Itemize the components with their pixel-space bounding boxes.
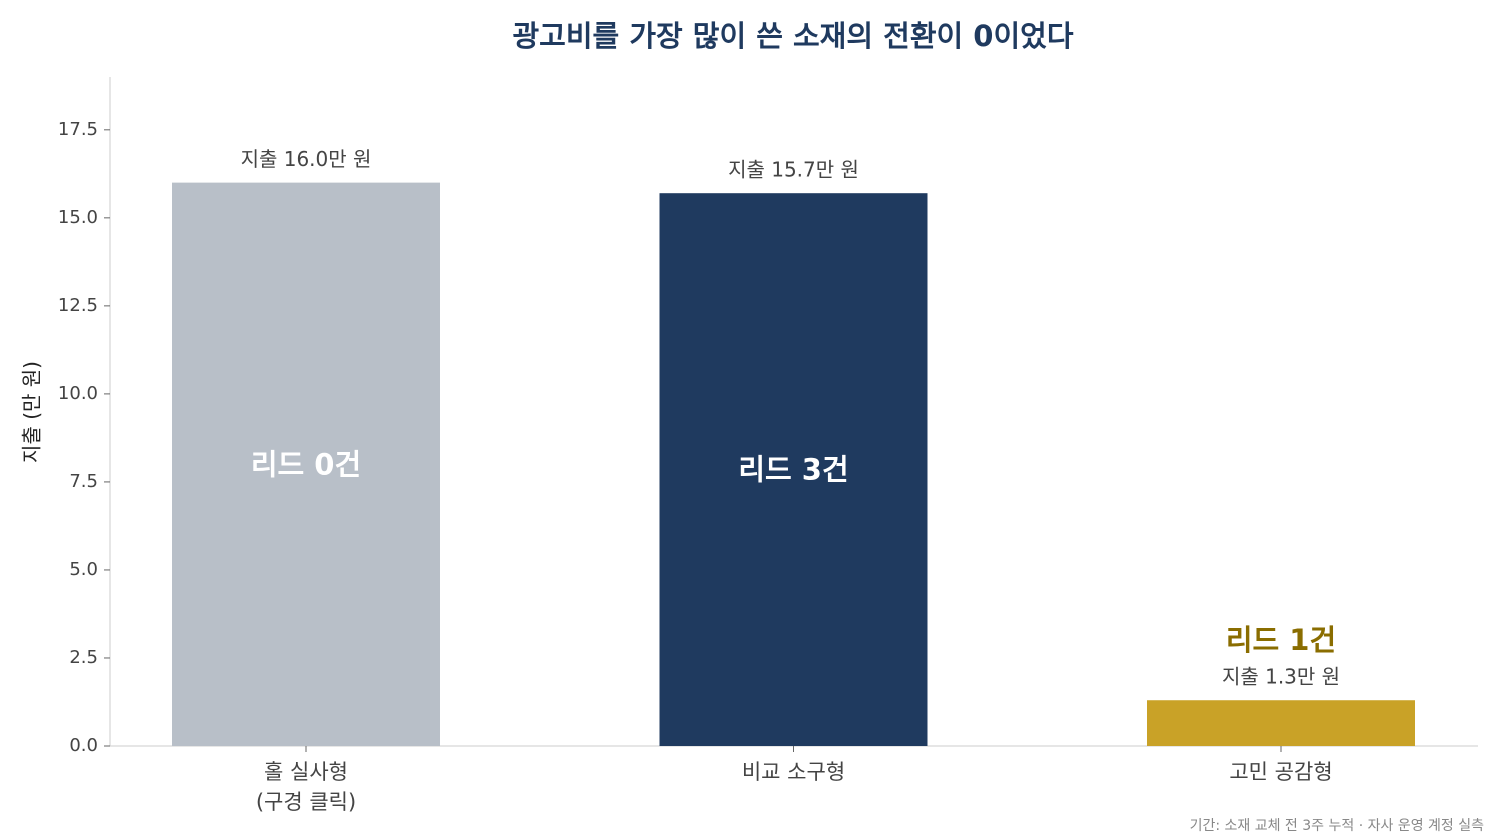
x-tick-label: (구경 클릭) — [256, 790, 356, 814]
x-tick-label: 고민 공감형 — [1229, 760, 1332, 784]
value-label: 지출 16.0만 원 — [241, 147, 372, 171]
y-tick-label: 2.5 — [69, 647, 98, 668]
y-axis-label: 지출 (만 원) — [20, 361, 44, 463]
value-label: 지출 15.7만 원 — [728, 158, 859, 182]
x-tick-label: 비교 소구형 — [742, 760, 845, 784]
bar — [1147, 700, 1415, 746]
y-tick-label: 12.5 — [58, 295, 98, 316]
x-tick-label: 홀 실사형 — [264, 760, 348, 784]
y-tick-label: 17.5 — [58, 119, 98, 140]
bar — [659, 193, 928, 747]
y-tick-label: 10.0 — [58, 383, 98, 404]
y-tick-label: 15.0 — [58, 207, 98, 228]
annotation: 리드 1건 — [1226, 623, 1336, 657]
bar — [172, 182, 440, 746]
y-tick-label: 5.0 — [69, 559, 98, 580]
annotation: 리드 0건 — [251, 447, 361, 481]
y-tick-label: 7.5 — [69, 471, 98, 492]
value-label: 지출 1.3만 원 — [1222, 665, 1340, 689]
y-tick-label: 0.0 — [69, 735, 98, 756]
chart-title: 광고비를 가장 많이 쓴 소재의 전환이 0이었다 — [513, 19, 1074, 53]
annotation: 리드 3건 — [738, 453, 848, 487]
footnote: 기간: 소재 교체 전 3주 누적 · 자사 운영 계정 실측 — [1190, 818, 1485, 834]
